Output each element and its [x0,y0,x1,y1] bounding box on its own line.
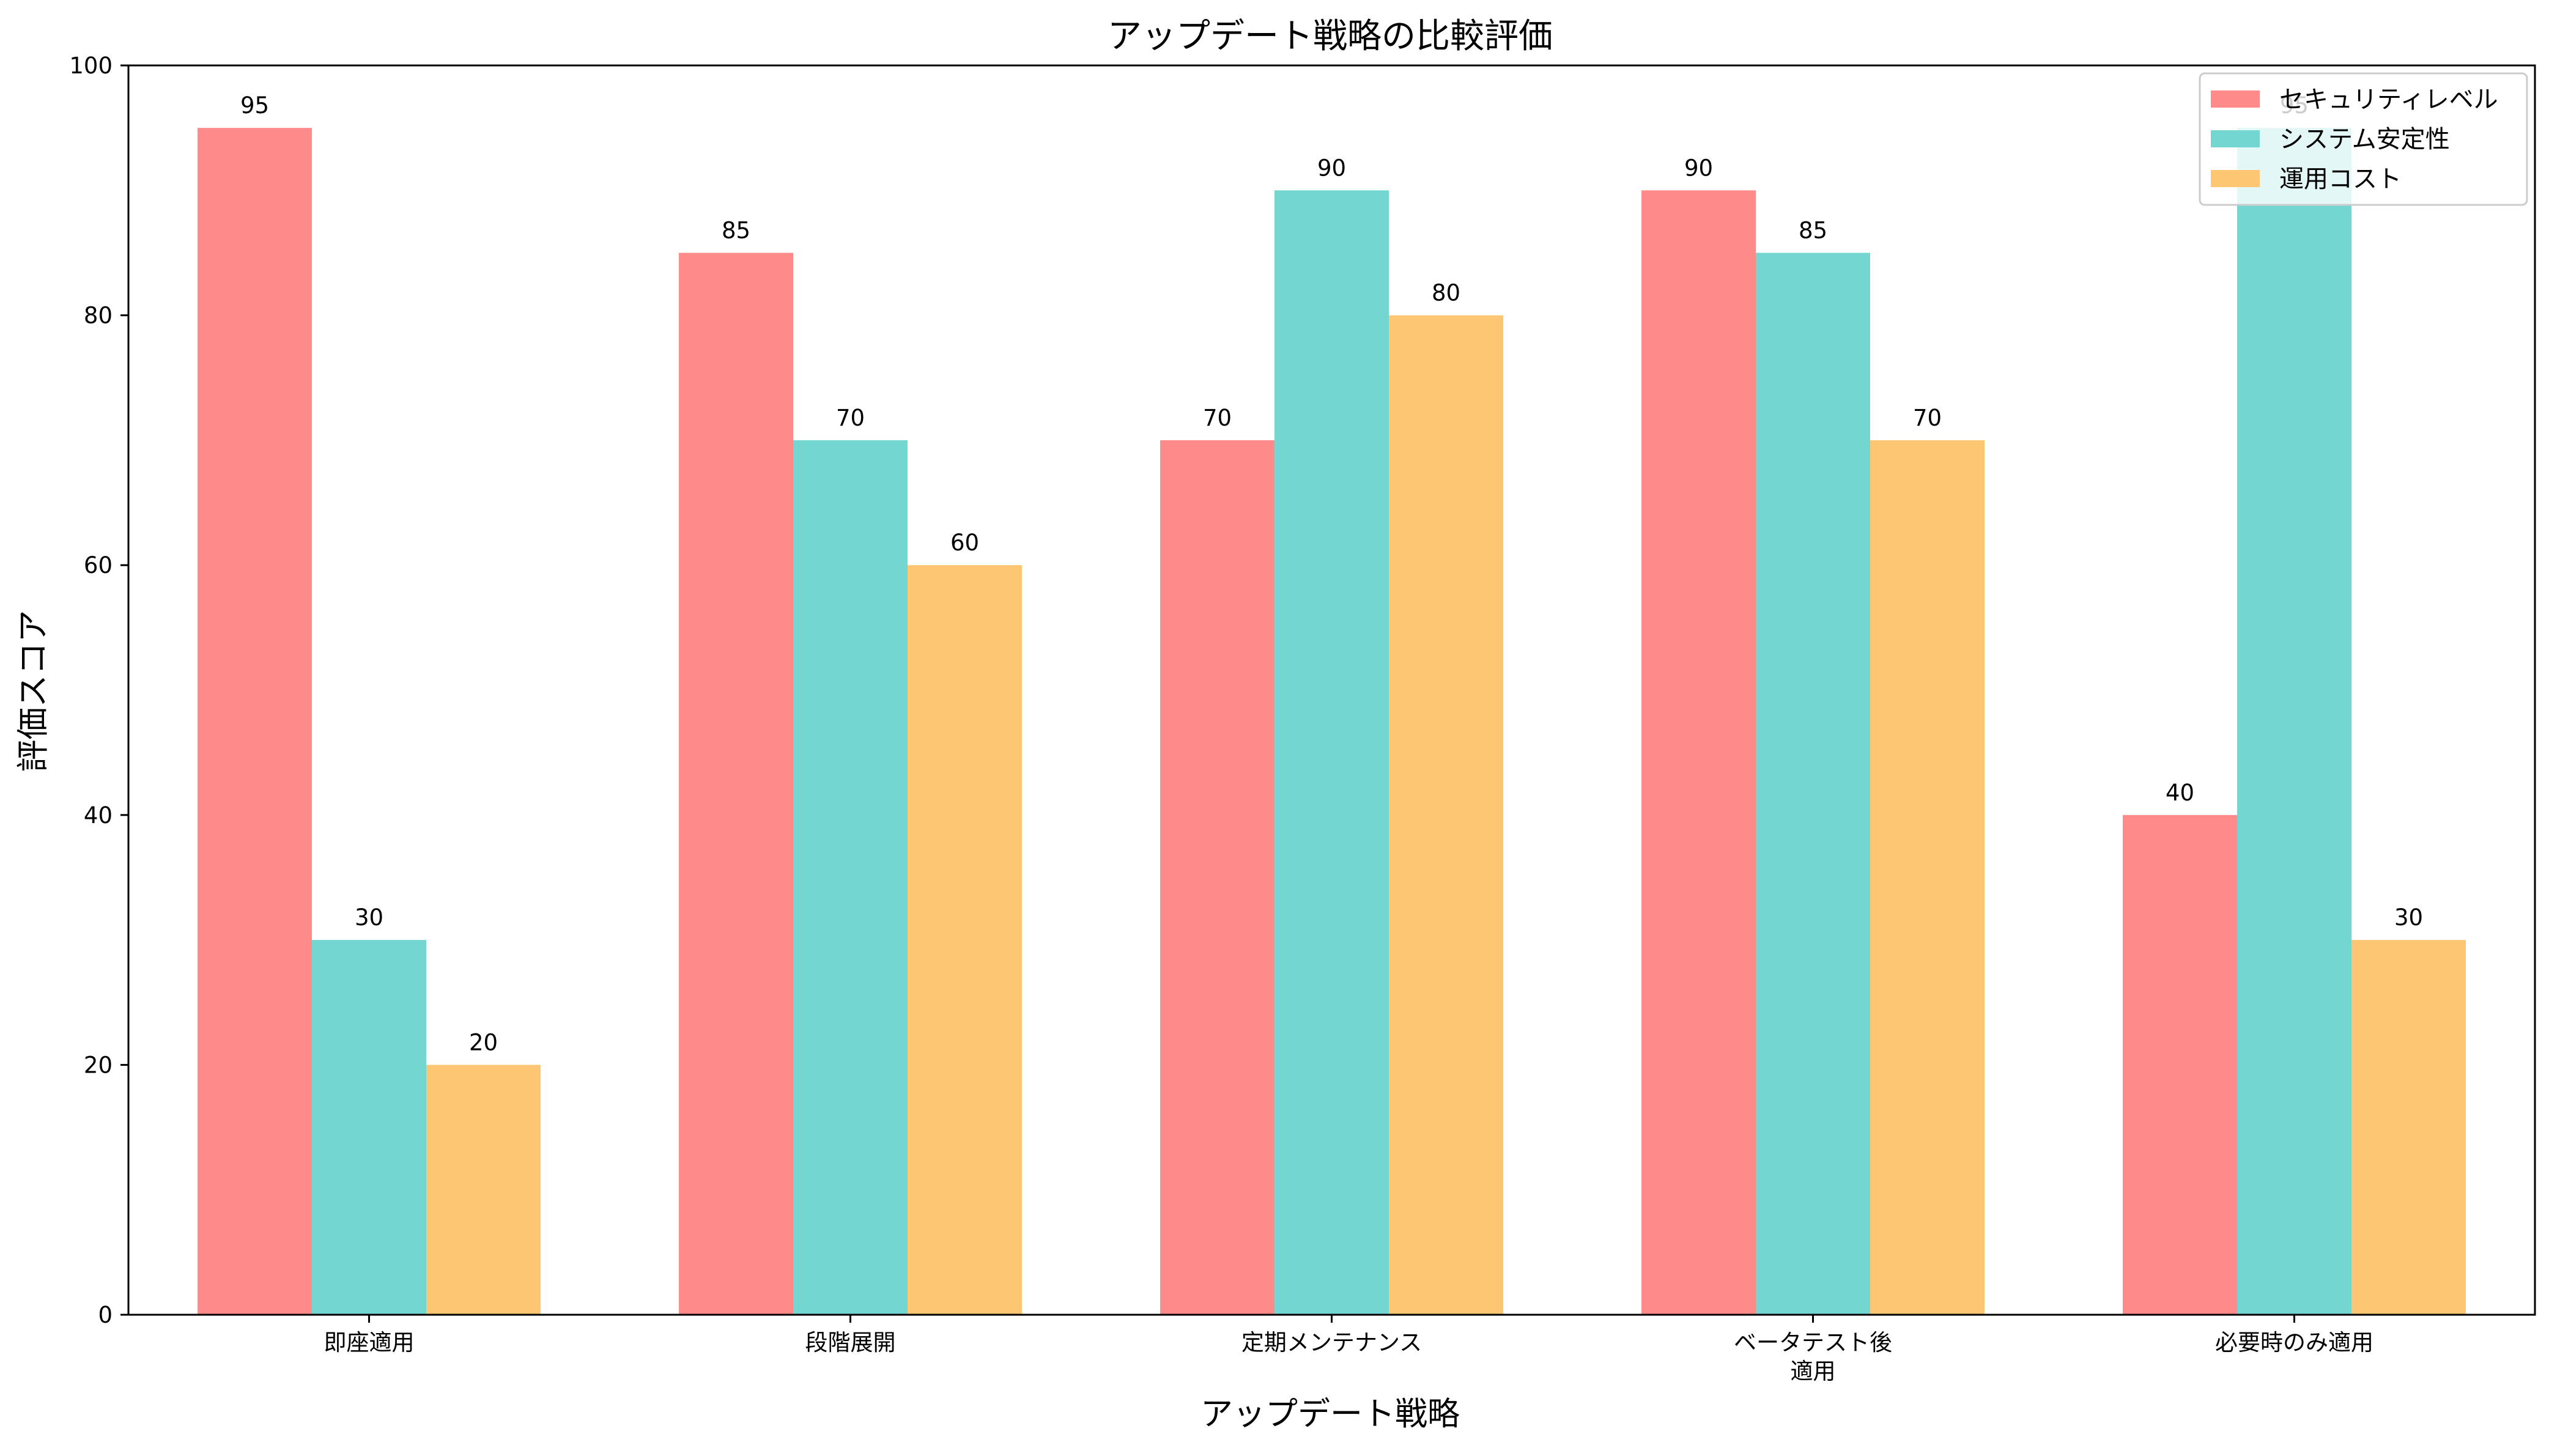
legend-box [2199,72,2528,206]
x-tick-label: 段階展開 [805,1329,896,1356]
x-tick-label: 必要時のみ適用 [2215,1329,2373,1356]
bars-layer [198,128,2466,1315]
legend-label: 運用コスト [2279,165,2402,193]
data-label: 60 [950,530,979,556]
x-axis-label: アップデート戦略 [1201,1395,1460,1433]
axes-layer: 0 20 40 60 80 100 即座適用 段階展開 定期メンテナンス ベータテスト後適用 必要時… [69,53,2536,1384]
x-tick-label: 定期メンテナンス [1241,1329,1422,1356]
data-label: 85 [722,217,750,243]
data-label: 30 [355,904,383,931]
bar-3-series-1 [1160,440,1274,1315]
data-label: 20 [469,1029,498,1055]
bar-1-series-2 [312,940,426,1315]
legend-swatch [2211,170,2260,187]
bar-4-series-1 [1641,190,1756,1315]
data-label: 70 [836,405,865,431]
bar-3-series-3 [1389,315,1503,1315]
bar-5-series-2 [2237,128,2351,1315]
y-tick-label: 60 [84,552,113,578]
y-tick-label: 100 [69,53,113,79]
bar-4-series-2 [1756,253,1870,1315]
data-labels-layer: 958570904030709085952060807030 [240,92,2423,1055]
data-label: 70 [1913,405,1942,431]
data-label: 70 [1203,405,1232,431]
data-label: 30 [2394,904,2423,931]
bar-2-series-3 [908,565,1022,1315]
y-tick-label: 0 [98,1302,113,1328]
bar-5-series-3 [2351,940,2466,1315]
bar-3-series-2 [1274,190,1389,1315]
legend-label: セキュリティレベル [2279,86,2498,114]
y-tick-label: 80 [84,303,113,329]
legend-swatch [2211,130,2260,147]
x-tick-label: ベータテスト後適用 [1734,1329,1892,1384]
bar-4-series-3 [1870,440,1985,1315]
data-label: 40 [2166,780,2194,806]
legend-swatch [2211,91,2260,108]
data-label: 90 [1317,155,1346,181]
data-label: 85 [1799,217,1827,243]
data-label: 90 [1684,155,1713,181]
legend-label: システム安定性 [2279,125,2450,153]
data-label: 95 [240,92,269,119]
bar-5-series-1 [2123,815,2237,1315]
y-axis-label: 評価スコア [15,610,52,772]
chart-title: アップデート戦略の比較評価 [1108,17,1553,56]
bar-1-series-3 [426,1065,541,1315]
y-tick-label: 20 [84,1052,113,1078]
bar-2-series-1 [679,253,793,1315]
bar-1-series-1 [198,128,312,1315]
bar-2-series-2 [793,440,908,1315]
data-label: 80 [1432,280,1460,306]
y-tick-label: 40 [84,802,113,829]
x-tick-label: 即座適用 [324,1329,415,1356]
